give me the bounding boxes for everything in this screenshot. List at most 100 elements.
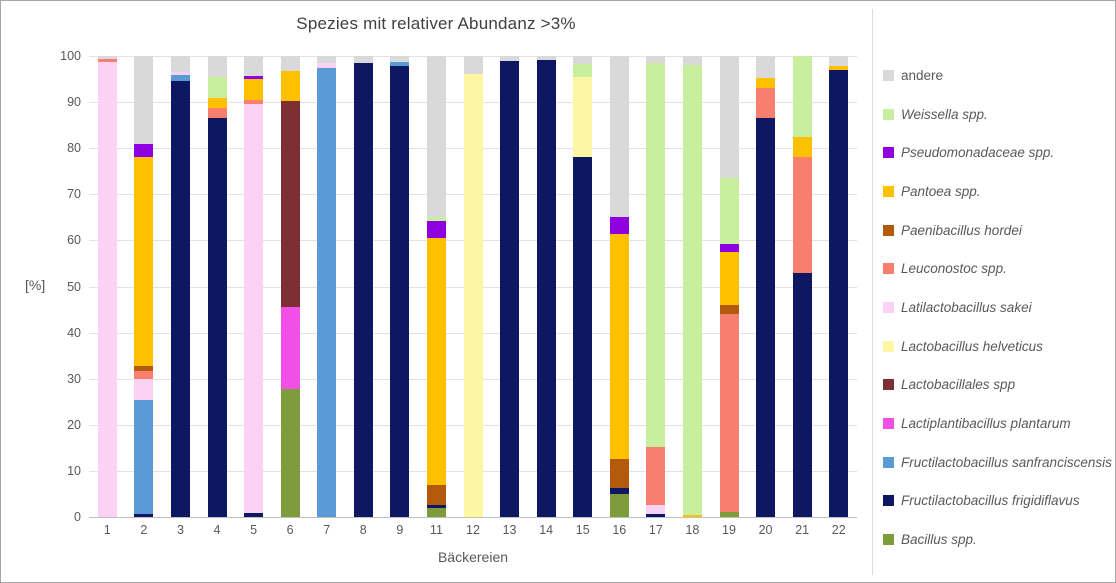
legend-swatch-icon	[883, 69, 894, 81]
bar-segment	[573, 157, 593, 517]
bar-stack-9	[390, 56, 410, 517]
bar-segment	[426, 238, 446, 485]
bar-segment	[573, 76, 593, 158]
bar-segment	[353, 56, 373, 64]
x-tick-label: 3	[176, 523, 184, 537]
bar-segment	[134, 378, 154, 401]
bar-segment	[792, 56, 812, 137]
legend-swatch-icon	[883, 534, 894, 546]
bar-segment	[719, 512, 739, 517]
x-tick-label: 15	[575, 523, 590, 537]
legend-swatch-icon	[883, 224, 894, 236]
x-tick-label: 14	[539, 523, 554, 537]
bar-segment	[244, 56, 264, 77]
bar-segment	[719, 314, 739, 513]
bar-segment	[134, 157, 154, 367]
bar-segment	[97, 56, 117, 59]
legend: andere Weissella spp. Pseudomonadaceae spp…	[883, 56, 1112, 559]
y-tick-label: 20	[67, 417, 81, 432]
bar-segment	[170, 81, 190, 517]
bar-stack-12	[463, 56, 483, 517]
x-tick-label: 13	[502, 523, 517, 537]
bar-segment	[719, 251, 739, 305]
legend-item: Lactiplantibacillus plantarum	[883, 404, 1111, 443]
x-tick-label: 17	[648, 523, 663, 537]
bar-segment	[244, 79, 264, 101]
y-tick-label: 80	[67, 141, 81, 156]
y-tick-label: 0	[74, 510, 81, 524]
y-tick-label: 40	[67, 325, 81, 340]
bar-segment	[134, 371, 154, 379]
bar-stack-1	[97, 56, 117, 517]
bar-segment	[682, 514, 702, 517]
bar-segment	[536, 56, 556, 60]
bar-segment	[719, 56, 739, 179]
bar-segment	[244, 103, 264, 514]
bar-segment	[500, 56, 520, 61]
legend-label: Leuconostoc spp.	[901, 261, 1007, 277]
bar-segment	[829, 70, 849, 517]
legend-item: Lactobacillus helveticus	[883, 327, 1111, 366]
bar-segment	[609, 56, 629, 218]
y-tick-label: 30	[67, 371, 81, 386]
bar-stack-13	[500, 56, 520, 517]
bar-segment	[756, 118, 776, 517]
legend-label: Bacillus spp.	[901, 532, 977, 548]
x-tick-label: 9	[396, 523, 404, 537]
bar-stack-17	[646, 56, 666, 517]
bar-segment	[609, 459, 629, 489]
bar-segment	[390, 62, 410, 67]
x-tick-label: 5	[250, 523, 258, 537]
legend-label: Weissella spp.	[901, 106, 988, 122]
bar-stack-5	[244, 56, 264, 517]
bar-stack-16	[609, 56, 629, 517]
y-tick-label: 60	[67, 233, 81, 248]
bar-segment	[317, 62, 337, 69]
legend-swatch-icon	[883, 379, 894, 391]
legend-divider	[872, 9, 873, 575]
bar-segment	[426, 217, 446, 221]
bar-segment	[682, 65, 702, 515]
legend-swatch-icon	[883, 108, 894, 120]
x-axis-title: Bäckereien	[437, 549, 509, 565]
legend-swatch-icon	[883, 263, 894, 275]
x-tick-label: 8	[359, 523, 367, 537]
legend-swatch-icon	[883, 147, 894, 159]
bar-stack-15	[573, 56, 593, 517]
bar-stack-2	[134, 56, 154, 517]
x-tick-label: 12	[466, 523, 480, 537]
bar-stack-18	[682, 56, 702, 517]
bar-segment	[573, 56, 593, 64]
y-tick-label: 90	[67, 95, 81, 110]
bar-segment	[244, 76, 264, 80]
x-tick-label: 20	[758, 523, 773, 537]
x-tick-label: 7	[323, 523, 331, 537]
bar-segment	[609, 488, 629, 494]
legend-item: Lactobacillales spp	[883, 366, 1111, 405]
y-axis-title: [%]	[25, 277, 46, 293]
bar-segment	[719, 243, 739, 252]
plot-area	[89, 56, 857, 518]
y-tick-label: 100	[60, 49, 81, 63]
bar-segment	[426, 484, 446, 505]
bar-segment	[646, 56, 666, 63]
y-tick-label: 10	[67, 463, 81, 478]
legend-item: Fructilactobacillus frigidiflavus	[883, 482, 1111, 521]
bar-stack-20	[756, 56, 776, 517]
legend-label: Latilactobacillus sakei	[901, 299, 1032, 315]
bar-stack-22	[829, 56, 849, 517]
x-tick-label: 6	[286, 523, 294, 537]
legend-swatch-icon	[883, 495, 894, 507]
bar-segment	[170, 71, 190, 76]
bar-segment	[646, 513, 666, 517]
bar-segment	[390, 66, 410, 517]
bar-segment	[829, 66, 849, 71]
bar-segment	[280, 56, 300, 71]
bar-stack-7	[317, 56, 337, 517]
legend-item: Fructilactobacillus sanfranciscensis	[883, 443, 1112, 482]
bar-segment	[317, 68, 337, 517]
bar-segment	[97, 61, 117, 517]
legend-label: Fructilactobacillus sanfranciscensis	[901, 454, 1112, 470]
bar-segment	[719, 178, 739, 244]
